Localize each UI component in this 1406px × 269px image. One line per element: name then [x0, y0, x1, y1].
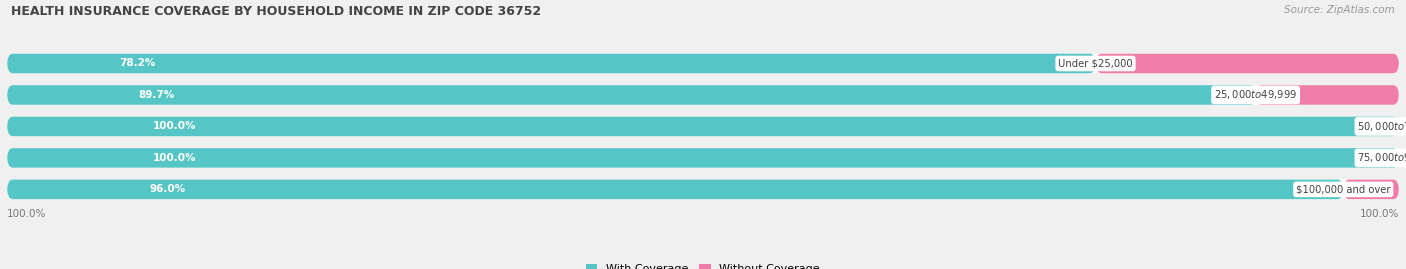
Legend: With Coverage, Without Coverage: With Coverage, Without Coverage	[586, 264, 820, 269]
FancyBboxPatch shape	[7, 54, 1399, 73]
FancyBboxPatch shape	[7, 54, 1095, 73]
Text: $75,000 to $99,999: $75,000 to $99,999	[1357, 151, 1406, 164]
FancyBboxPatch shape	[7, 180, 1343, 199]
Text: 100.0%: 100.0%	[152, 153, 195, 163]
Text: 100.0%: 100.0%	[7, 209, 46, 219]
Text: Under $25,000: Under $25,000	[1059, 58, 1133, 69]
Text: 89.7%: 89.7%	[139, 90, 174, 100]
Text: $25,000 to $49,999: $25,000 to $49,999	[1213, 89, 1298, 101]
FancyBboxPatch shape	[7, 85, 1256, 105]
FancyBboxPatch shape	[1343, 180, 1399, 199]
FancyBboxPatch shape	[7, 148, 1399, 168]
FancyBboxPatch shape	[7, 85, 1399, 105]
FancyBboxPatch shape	[7, 117, 1399, 136]
Text: 78.2%: 78.2%	[120, 58, 156, 69]
FancyBboxPatch shape	[7, 148, 1399, 168]
Text: $50,000 to $74,999: $50,000 to $74,999	[1357, 120, 1406, 133]
Text: $100,000 and over: $100,000 and over	[1296, 184, 1391, 194]
Text: 96.0%: 96.0%	[149, 184, 186, 194]
Text: 100.0%: 100.0%	[1360, 209, 1399, 219]
Text: Source: ZipAtlas.com: Source: ZipAtlas.com	[1284, 5, 1395, 15]
FancyBboxPatch shape	[7, 180, 1399, 199]
FancyBboxPatch shape	[1095, 54, 1399, 73]
Text: 100.0%: 100.0%	[152, 121, 195, 132]
FancyBboxPatch shape	[7, 117, 1399, 136]
Text: HEALTH INSURANCE COVERAGE BY HOUSEHOLD INCOME IN ZIP CODE 36752: HEALTH INSURANCE COVERAGE BY HOUSEHOLD I…	[11, 5, 541, 18]
FancyBboxPatch shape	[1256, 85, 1399, 105]
